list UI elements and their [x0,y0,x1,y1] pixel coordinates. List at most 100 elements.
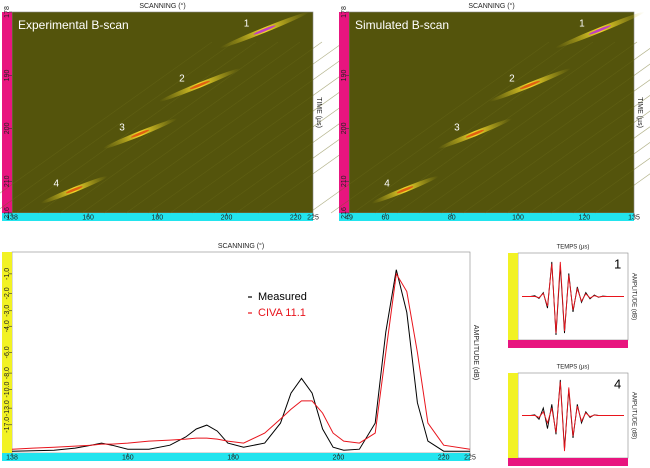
background-texture [440,63,650,214]
y-tick-label: -2.0 [4,287,11,299]
y-tick-label: -6.0 [4,346,11,358]
x-tick-label: 138 [6,454,18,461]
y-tick-label: -17.0 [4,417,11,433]
x-axis-title: SCANNING (°) [468,2,514,10]
y-tick-label: -1.0 [4,268,11,280]
panel-label: 1 [614,256,621,271]
x-tick-label: 200 [221,214,233,221]
plot-background [348,11,635,214]
echo-core [396,186,414,194]
echo-core [465,129,485,138]
y-tick-label: 216 [4,207,11,219]
x-tick-label: 160 [82,214,94,221]
y-axis-title: TIME (µs) [636,97,643,128]
background-texture [418,47,650,214]
legend-label: Measured [258,291,307,303]
x-tick-label: 160 [122,454,134,461]
background-texture [352,41,594,214]
x-axis-title: SCANNING (°) [218,242,264,250]
y-tick-label: -4.0 [4,320,11,332]
x-axis-strip [2,213,313,221]
background-texture [506,110,650,214]
y-tick-label: -8.0 [4,367,11,379]
x-tick-label: 225 [307,214,319,221]
y-tick-label: 200 [4,122,11,134]
echo-core [588,25,612,35]
x-tick-label: 180 [151,214,163,221]
x-tick-label: 100 [512,214,524,221]
x-axis-title: TEMPS (µs) [557,245,590,251]
background-texture [550,142,650,214]
data-line [522,261,624,334]
echo-label: 3 [454,122,460,133]
x-axis-strip [508,340,628,348]
x-tick-label: 225 [464,454,476,461]
echo-label: 4 [384,178,390,189]
y-tick-label: 216 [341,207,348,219]
x-tick-label: 60 [382,214,390,221]
background-texture [484,95,650,214]
y-tick-label: 190 [341,70,348,82]
echo-core [253,25,276,35]
background-texture [396,41,638,214]
x-tick-label: 138 [6,214,18,221]
echo-core [189,80,211,90]
echo-label: 2 [509,74,515,85]
y-axis-title: AMPLITUDE (dB) [472,325,479,380]
background-texture [0,41,213,194]
plot-background [11,11,314,214]
x-tick-label: 120 [578,214,590,221]
echo-core [65,186,83,194]
panel-title: Simulated B-scan [355,18,449,32]
x-tick-label: 200 [333,454,345,461]
x-tick-label: 220 [438,454,450,461]
x-axis-strip [339,213,634,221]
y-axis-strip [339,12,349,213]
background-texture [0,41,235,210]
panel-label: 4 [614,376,621,391]
y-axis-title: AMPLITUDE (dB) [630,273,636,320]
background-texture [81,41,323,214]
background-texture [528,126,650,214]
x-tick-label: 180 [227,454,239,461]
data-line [11,272,471,450]
x-axis-strip [2,453,470,461]
echo-core [519,80,541,90]
echo-label: 4 [53,178,59,189]
y-axis-title: TIME (µs) [315,97,322,128]
x-tick-label: 135 [628,214,640,221]
echo-label: 2 [179,74,185,85]
background-texture [462,79,650,214]
y-tick-label: 210 [341,175,348,187]
x-axis-title: SCANNING (°) [139,2,185,10]
y-tick-label: -13.0 [4,400,11,416]
background-texture [15,41,257,214]
y-axis-strip [508,253,518,340]
y-axis-title: AMPLITUDE (dB) [630,392,636,439]
y-tick-label: -3.0 [4,305,11,317]
echo-label: 1 [244,19,250,30]
y-axis-strip [2,12,12,213]
data-line [522,381,624,452]
legend-label: CIVA 11.1 [258,307,306,319]
background-texture [330,41,572,214]
y-tick-label: 200 [341,122,348,134]
y-tick-label: 190 [4,70,11,82]
echo-label: 1 [579,19,585,30]
x-axis-strip [508,458,628,466]
background-texture [125,41,367,214]
background-texture [308,41,550,214]
y-tick-label: 178 [4,6,11,18]
x-axis-title: TEMPS (µs) [557,365,590,371]
y-axis-strip [508,373,518,458]
y-tick-label: 178 [341,6,348,18]
background-texture [572,157,650,214]
y-tick-label: 210 [4,175,11,187]
x-tick-label: 49 [345,214,353,221]
panel-title: Experimental B-scan [18,18,129,32]
background-texture [594,173,650,214]
y-tick-label: -10.0 [4,381,11,397]
x-tick-label: 220 [290,214,302,221]
y-axis-strip [2,252,12,453]
